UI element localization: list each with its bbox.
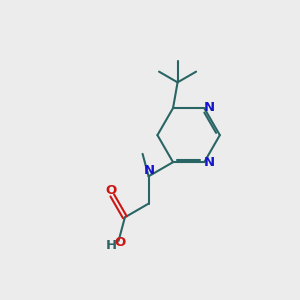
Text: N: N <box>204 156 215 169</box>
Text: O: O <box>105 184 116 197</box>
Text: N: N <box>204 101 215 114</box>
Text: H: H <box>106 239 117 252</box>
Text: O: O <box>115 236 126 249</box>
Text: N: N <box>144 164 155 177</box>
